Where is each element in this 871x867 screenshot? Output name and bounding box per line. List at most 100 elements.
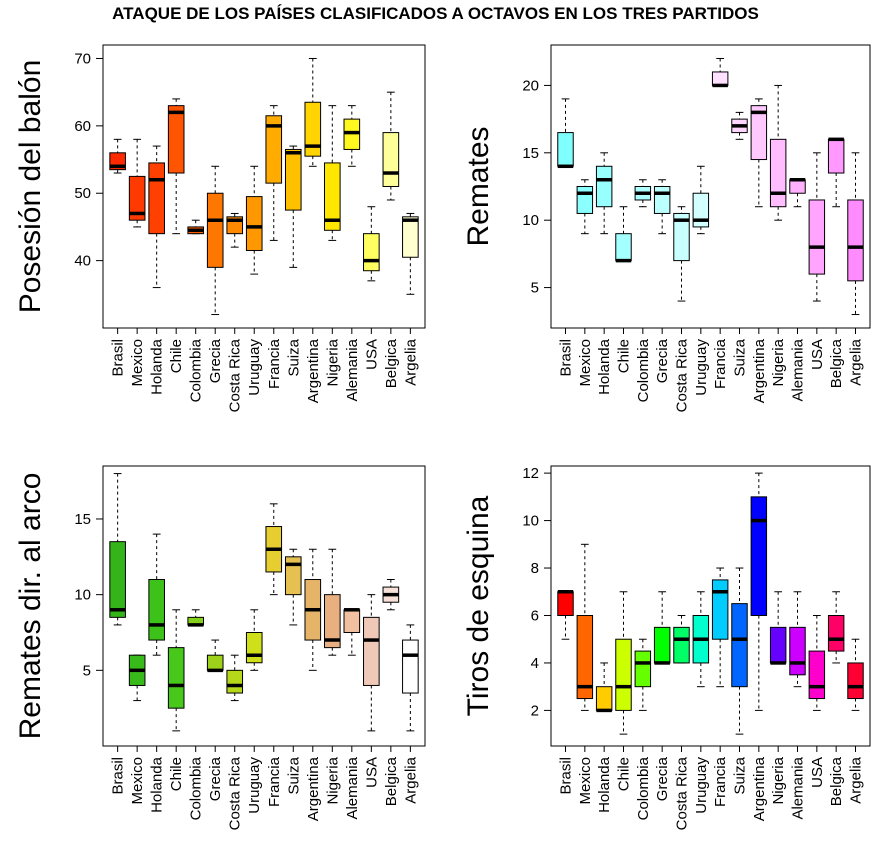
x-tick-label: Francia — [266, 756, 283, 807]
box-7 — [692, 591, 710, 688]
box-14 — [827, 137, 845, 208]
x-tick-label: Brasil — [110, 757, 127, 795]
box-iqr — [402, 639, 419, 694]
box-iqr — [615, 233, 632, 262]
x-tick-label: Nigeria — [324, 756, 341, 804]
plot-frame — [550, 44, 871, 329]
y-axis-label: Posesión del balón — [14, 60, 47, 314]
y-axis-label: Remates — [462, 126, 495, 246]
box-5 — [206, 639, 224, 673]
box-10 — [304, 57, 322, 167]
x-tick-label: Alemania — [790, 756, 807, 819]
x-tick-label: Colombia — [635, 338, 652, 402]
x-tick-label: Grecia — [654, 756, 671, 801]
box-0 — [557, 98, 574, 169]
box-3 — [615, 206, 632, 263]
box-iqr — [711, 579, 729, 640]
x-tick-label: Francia — [712, 338, 729, 389]
box-8 — [265, 503, 283, 596]
x-tick-label: Chile — [168, 339, 185, 373]
x-tick-label: Costa Rica — [227, 756, 244, 830]
plot-frame — [550, 465, 871, 747]
box-iqr — [576, 186, 594, 214]
box-iqr — [808, 650, 826, 700]
box-iqr — [206, 654, 224, 671]
box-iqr — [711, 71, 729, 86]
box-iqr — [673, 626, 690, 664]
box-iqr — [245, 631, 263, 664]
box-iqr — [167, 105, 185, 174]
x-tick-label: Holanda — [149, 756, 166, 813]
plot-frame — [102, 465, 426, 747]
x-tick-label: Costa Rica — [674, 756, 691, 830]
x-tick-label: Argelia — [402, 338, 419, 385]
box-13 — [808, 152, 826, 302]
y-tick-label: 60 — [74, 118, 91, 135]
x-tick-label: Argelia — [848, 338, 865, 385]
y-tick-label: 10 — [522, 513, 539, 530]
box-15 — [402, 212, 419, 295]
y-tick-label: 40 — [74, 253, 91, 270]
box-1 — [576, 543, 594, 711]
x-tick-label: Mexico — [577, 757, 594, 805]
chart-panel-0: 40 50 60 70 Posesión del balón Brasil Mexico Ho… — [14, 44, 426, 412]
x-tick-label: Uruguay — [246, 757, 263, 814]
box-iqr — [167, 647, 185, 709]
box-iqr — [769, 626, 787, 664]
box-13 — [808, 614, 826, 711]
x-tick-label: Alemania — [790, 338, 807, 401]
y-axis-label: Tiros de esquina — [462, 495, 495, 716]
box-4 — [634, 179, 652, 208]
box-13 — [363, 594, 380, 732]
box-0 — [109, 473, 126, 626]
x-tick-label: Chile — [616, 339, 633, 373]
box-iqr — [595, 165, 613, 208]
x-tick-label: Mexico — [577, 339, 594, 387]
box-15 — [402, 624, 419, 732]
box-0 — [109, 138, 126, 174]
x-tick-label: Chile — [616, 757, 633, 791]
y-tick-label: 10 — [522, 212, 539, 229]
x-tick-label: Colombia — [188, 756, 205, 820]
box-15 — [847, 638, 864, 711]
x-tick-label: Mexico — [129, 757, 146, 805]
box-6 — [673, 206, 690, 302]
box-iqr — [653, 186, 671, 214]
box-10 — [750, 98, 768, 208]
box-iqr — [827, 614, 845, 652]
box-iqr — [148, 579, 165, 641]
x-tick-label: Belgica — [828, 338, 845, 388]
x-tick-label: Brasil — [558, 757, 575, 795]
x-tick-label: Argentina — [751, 338, 768, 403]
box-5 — [653, 179, 671, 235]
x-tick-label: Brasil — [110, 339, 127, 377]
x-tick-label: Mexico — [129, 339, 146, 387]
box-iqr — [363, 616, 380, 686]
box-10 — [750, 472, 768, 711]
x-tick-label: Uruguay — [693, 339, 710, 396]
box-iqr — [653, 626, 671, 664]
y-tick-label: 5 — [531, 280, 539, 297]
box-7 — [245, 609, 263, 671]
x-tick-label: Holanda — [596, 338, 613, 395]
box-iqr — [304, 101, 322, 157]
x-tick-label: Colombia — [635, 756, 652, 820]
box-iqr — [789, 626, 806, 676]
x-tick-label: Holanda — [149, 338, 166, 395]
box-15 — [847, 152, 864, 316]
box-12 — [789, 591, 806, 688]
box-7 — [245, 165, 263, 275]
box-9 — [284, 548, 302, 626]
y-tick-label: 12 — [522, 465, 539, 482]
box-iqr — [847, 662, 864, 700]
box-2 — [148, 145, 165, 289]
x-tick-label: Brasil — [558, 339, 575, 377]
x-tick-label: Suiza — [285, 338, 302, 376]
y-tick-label: 6 — [531, 607, 539, 624]
x-tick-label: USA — [363, 757, 380, 788]
box-iqr — [557, 132, 574, 167]
box-iqr — [148, 162, 165, 235]
box-3 — [167, 609, 185, 732]
box-iqr — [827, 138, 845, 174]
